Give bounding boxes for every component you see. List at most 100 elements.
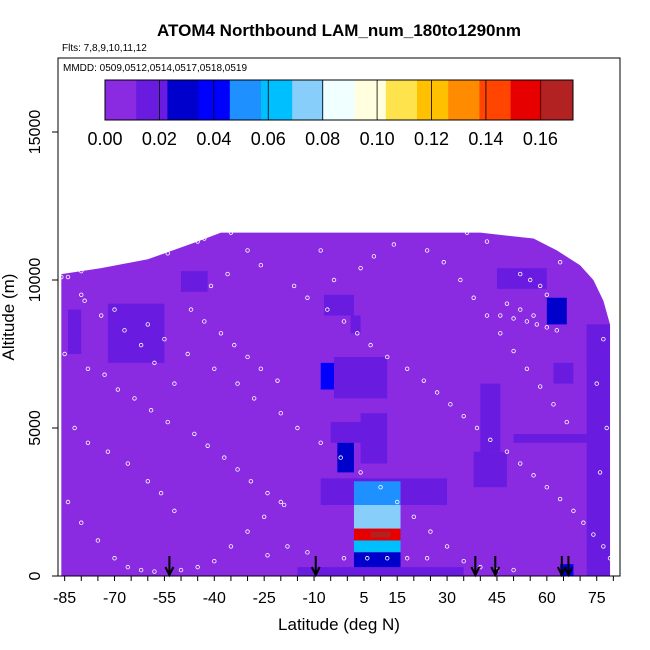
sample-point [252, 396, 257, 401]
heatmap-cell [473, 451, 507, 488]
sample-point [518, 271, 523, 277]
sample-point [378, 485, 383, 490]
sample-point [488, 437, 493, 443]
y-tick-label: 5000 [27, 410, 44, 446]
sample-point [92, 263, 97, 268]
heatmap-cell [81, 280, 115, 304]
sample-point [511, 567, 516, 573]
sample-point [112, 307, 117, 312]
sample-point [604, 425, 609, 431]
sample-point [59, 274, 64, 280]
sample-point [441, 260, 446, 265]
heatmap-cell [337, 442, 354, 473]
sample-point [258, 366, 264, 371]
sample-point [534, 322, 540, 327]
sample-point [148, 408, 154, 413]
sample-point [461, 559, 466, 564]
flight-arrow [164, 556, 175, 578]
sample-point [305, 550, 310, 555]
chart-title: ATOM4 Northbound LAM_num_180to1290nm [157, 21, 521, 40]
y-tick-label: 10000 [27, 258, 44, 303]
heatmap-cell [586, 324, 611, 576]
sample-point [458, 277, 463, 283]
colorbar-swatch [292, 80, 324, 120]
sample-point [138, 342, 144, 348]
sample-point [318, 248, 323, 253]
sample-point [365, 556, 370, 561]
sample-point [118, 257, 124, 262]
colorbar-swatch [354, 80, 387, 120]
heatmap-cell [360, 413, 388, 464]
sample-point [245, 529, 250, 534]
sample-point [524, 319, 530, 324]
colorbar-swatch [448, 80, 480, 120]
sample-point [295, 425, 300, 431]
sample-point [265, 490, 270, 496]
x-tick-label: 5 [359, 590, 368, 607]
heatmap-cell [586, 324, 607, 369]
sample-point [345, 203, 350, 209]
sample-point [341, 556, 347, 561]
sample-point [498, 313, 503, 318]
sample-point [102, 260, 107, 265]
sample-point [102, 372, 107, 377]
sample-point [591, 532, 596, 537]
sample-point [338, 455, 343, 460]
sample-point [404, 366, 410, 371]
sample-point [278, 411, 284, 416]
sample-point [331, 277, 337, 283]
x-tick-label: -70 [103, 590, 126, 607]
sample-point [115, 387, 121, 392]
sample-point [228, 544, 234, 549]
sample-point [444, 218, 450, 223]
sample-point [371, 254, 377, 259]
sample-point [428, 529, 433, 534]
sample-point [418, 209, 423, 215]
sample-point [358, 265, 363, 271]
sample-point [594, 381, 599, 386]
sample-point [471, 295, 476, 300]
sample-point [571, 508, 576, 514]
heatmap-cell [480, 383, 501, 452]
sample-point [597, 470, 603, 475]
sample-point [202, 319, 207, 324]
sample-point [385, 556, 390, 561]
x-tick-label: 60 [538, 590, 556, 607]
sample-point [65, 274, 71, 280]
x-axis-label: Latitude (deg N) [278, 615, 400, 634]
sample-point [248, 479, 254, 484]
sample-point [105, 449, 111, 454]
sample-point [212, 366, 217, 371]
sample-point [531, 473, 536, 478]
sample-point [152, 360, 157, 366]
heatmap-cell [330, 422, 364, 443]
sample-point [99, 313, 104, 318]
heatmap-cell [334, 356, 388, 399]
sample-point [285, 215, 290, 221]
sample-point [275, 378, 280, 383]
sample-point [498, 331, 503, 336]
heatmap-cell [320, 362, 335, 390]
sample-point [265, 553, 270, 558]
heatmap-cell [513, 433, 587, 443]
sample-point [65, 499, 71, 505]
heatmap-cell [274, 274, 308, 298]
sample-point [172, 381, 177, 386]
sample-point [225, 271, 230, 277]
sample-point [202, 236, 207, 241]
sample-point [504, 301, 510, 306]
colorbar-swatch [198, 80, 231, 120]
sample-point [504, 449, 510, 454]
flight-arrow [490, 556, 501, 578]
flight-arrow [470, 556, 481, 578]
sample-point [404, 206, 410, 212]
sample-point [235, 381, 240, 386]
sample-point [385, 354, 390, 360]
heatmap-cell [353, 481, 401, 505]
dates-subtitle: MMDD: 0509,0512,0514,0517,0518,0519 [63, 63, 247, 74]
sample-point [305, 295, 310, 300]
colorbar-tick-label: 0.16 [523, 129, 558, 149]
x-tick-label: -10 [302, 590, 325, 607]
sample-point [571, 254, 576, 259]
sample-point [461, 413, 466, 419]
